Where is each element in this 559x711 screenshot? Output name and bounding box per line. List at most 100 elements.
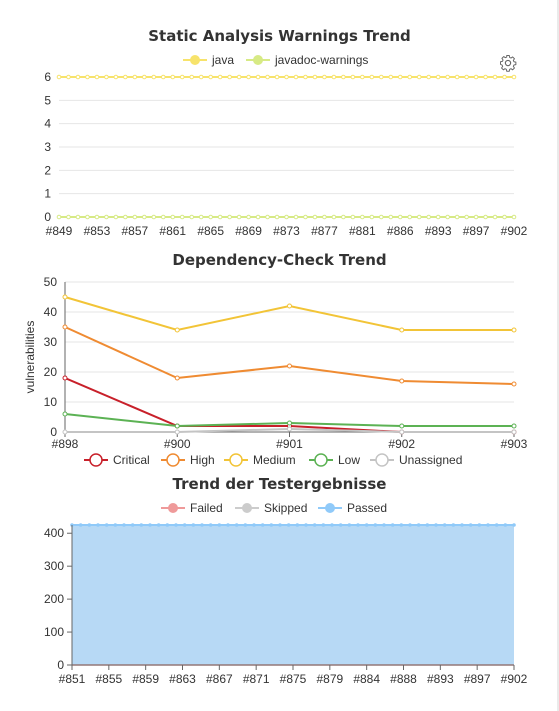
data-point-javadoc-warnings xyxy=(265,214,270,220)
data-point-passed xyxy=(96,523,100,527)
legend-label-failed[interactable]: Failed xyxy=(190,501,223,515)
legend-marker-passed[interactable] xyxy=(325,503,335,513)
data-point-javadoc-warnings xyxy=(341,214,346,220)
x-tick-label: #865 xyxy=(197,224,224,238)
data-point-high xyxy=(287,363,292,369)
data-point-passed xyxy=(156,523,161,527)
x-tick-label: #857 xyxy=(121,224,148,238)
legend-marker-failed[interactable] xyxy=(168,503,178,513)
data-point-java xyxy=(170,74,176,80)
x-tick-label: #867 xyxy=(206,672,233,686)
legend-label-java[interactable]: java xyxy=(211,53,234,67)
data-point-java xyxy=(246,74,251,80)
data-point-java xyxy=(388,74,394,80)
x-tick-label: #873 xyxy=(273,224,300,238)
data-point-javadoc-warnings xyxy=(331,214,337,220)
y-tick-label: 20 xyxy=(44,365,58,379)
data-point-java xyxy=(435,74,441,80)
x-tick-label: #898 xyxy=(52,437,79,451)
data-point-javadoc-warnings xyxy=(492,214,498,220)
data-point-medium xyxy=(62,294,68,300)
data-point-critical xyxy=(62,375,68,381)
data-point-passed xyxy=(148,523,152,527)
legend-label-medium[interactable]: Medium xyxy=(253,453,296,467)
data-point-java xyxy=(284,74,289,80)
data-point-javadoc-warnings xyxy=(454,214,460,220)
area-passed xyxy=(72,525,514,665)
data-point-passed xyxy=(269,523,274,527)
legend-marker-unassigned[interactable] xyxy=(375,453,389,467)
legend-label-skipped[interactable]: Skipped xyxy=(264,501,307,515)
data-point-passed xyxy=(330,523,334,527)
data-point-passed xyxy=(304,523,308,527)
legend-label-critical[interactable]: Critical xyxy=(113,453,150,467)
data-point-javadoc-warnings xyxy=(236,214,242,220)
data-point-passed xyxy=(312,523,317,527)
data-point-java xyxy=(426,74,431,80)
data-point-java xyxy=(227,74,232,80)
data-point-medium xyxy=(511,327,517,333)
legend-marker-java[interactable] xyxy=(190,55,200,65)
legend-marker-skipped[interactable] xyxy=(242,503,252,513)
data-point-java xyxy=(416,74,422,80)
data-point-java xyxy=(236,74,242,80)
data-point-javadoc-warnings xyxy=(132,214,138,220)
data-point-passed xyxy=(139,523,144,527)
data-point-java xyxy=(198,74,204,80)
data-point-javadoc-warnings xyxy=(360,214,365,220)
legend-marker-high[interactable] xyxy=(166,453,180,467)
legend-marker-low[interactable] xyxy=(314,453,328,467)
data-point-javadoc-warnings xyxy=(502,214,507,220)
data-point-medium xyxy=(399,327,405,333)
x-tick-label: #900 xyxy=(164,437,191,451)
legend-label-low[interactable]: Low xyxy=(338,453,360,467)
y-tick-label: 100 xyxy=(44,625,64,639)
data-point-passed xyxy=(165,523,170,527)
data-point-java xyxy=(511,74,517,80)
y-tick-label: 5 xyxy=(44,93,51,107)
gear-icon[interactable] xyxy=(499,54,517,72)
legend-label-passed[interactable]: Passed xyxy=(347,501,387,515)
data-point-passed xyxy=(399,523,404,527)
legend-marker-javadoc-warnings[interactable] xyxy=(253,55,263,65)
data-point-high xyxy=(511,381,517,387)
x-tick-label: #869 xyxy=(235,224,262,238)
legend-label-high[interactable]: High xyxy=(190,453,215,467)
legend-marker-medium[interactable] xyxy=(229,453,243,467)
data-point-passed xyxy=(408,523,412,527)
legend-label-unassigned[interactable]: Unassigned xyxy=(399,453,462,467)
data-point-javadoc-warnings xyxy=(445,214,450,220)
data-point-passed xyxy=(338,523,343,527)
legend-label-javadoc-warnings[interactable]: javadoc-warnings xyxy=(274,53,368,67)
data-point-low xyxy=(174,423,180,429)
data-point-java xyxy=(208,74,213,80)
data-point-java xyxy=(56,74,62,80)
data-point-javadoc-warnings xyxy=(407,214,413,220)
data-point-medium xyxy=(287,303,292,309)
y-axis-label: vulnerabilities xyxy=(23,321,37,394)
data-point-java xyxy=(293,74,299,80)
data-point-javadoc-warnings xyxy=(113,214,119,220)
x-tick-label: #902 xyxy=(501,672,528,686)
series-line-high xyxy=(64,326,515,385)
series-line-medium xyxy=(64,296,514,332)
x-tick-label: #881 xyxy=(349,224,376,238)
data-point-passed xyxy=(321,523,326,527)
data-point-unassigned xyxy=(399,429,405,435)
data-point-javadoc-warnings xyxy=(322,214,327,220)
data-point-passed xyxy=(191,523,196,527)
data-point-javadoc-warnings xyxy=(369,214,375,220)
y-tick-label: 400 xyxy=(44,526,64,540)
data-point-passed xyxy=(113,523,118,527)
data-point-java xyxy=(454,74,460,80)
data-point-high xyxy=(62,324,68,330)
data-point-javadoc-warnings xyxy=(511,214,517,220)
data-point-passed xyxy=(373,523,378,527)
x-tick-label: #853 xyxy=(84,224,111,238)
legend-marker-critical[interactable] xyxy=(89,453,103,467)
data-point-low xyxy=(511,423,517,429)
data-point-javadoc-warnings xyxy=(303,214,308,220)
data-point-unassigned xyxy=(62,429,68,435)
data-point-passed xyxy=(356,523,360,527)
